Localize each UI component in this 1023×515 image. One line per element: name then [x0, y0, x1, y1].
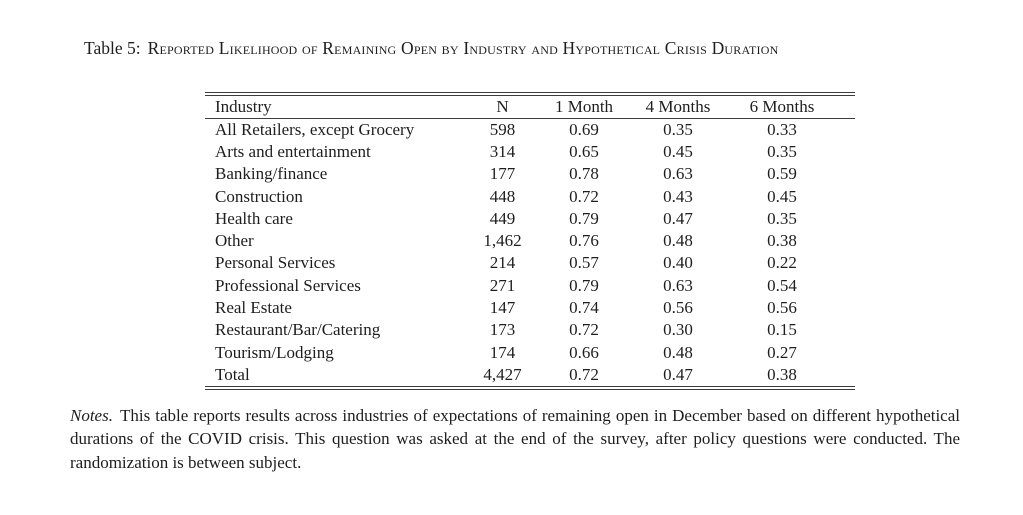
cell-industry: Banking/finance — [215, 164, 328, 184]
table-row: All Retailers, except Grocery 598 0.69 0… — [205, 119, 855, 141]
cell-1month: 0.69 — [569, 119, 599, 139]
cell-n: 1,462 — [483, 231, 522, 251]
table-row: Real Estate 147 0.74 0.56 0.56 — [205, 297, 855, 319]
cell-industry: Personal Services — [215, 253, 336, 273]
cell-4months: 0.47 — [663, 364, 693, 384]
cell-1month: 0.78 — [569, 164, 599, 184]
cell-1month: 0.65 — [569, 141, 599, 161]
table-row: Health care 449 0.79 0.47 0.35 — [205, 208, 855, 230]
cell-4months: 0.56 — [663, 298, 693, 318]
cell-industry: Arts and entertainment — [215, 141, 371, 161]
column-header-6months: 6 Months — [733, 95, 855, 119]
cell-n: 449 — [489, 208, 516, 228]
cell-n: 314 — [489, 141, 516, 161]
cell-n: 147 — [489, 298, 516, 318]
cell-4months: 0.30 — [663, 320, 693, 340]
cell-n: 4,427 — [483, 364, 522, 384]
column-header-4months: 4 Months — [623, 95, 733, 119]
cell-industry: Construction — [215, 186, 303, 206]
cell-6months: 0.27 — [767, 342, 797, 362]
cell-industry: Tourism/Lodging — [215, 342, 334, 362]
table-row: Construction 448 0.72 0.43 0.45 — [205, 185, 855, 207]
cell-4months: 0.63 — [663, 164, 693, 184]
cell-1month: 0.79 — [569, 275, 599, 295]
table-row: Tourism/Lodging 174 0.66 0.48 0.27 — [205, 341, 855, 363]
cell-n: 177 — [489, 164, 516, 184]
cell-4months: 0.63 — [663, 275, 693, 295]
cell-4months: 0.48 — [663, 231, 693, 251]
cell-6months: 0.22 — [767, 253, 797, 273]
cell-1month: 0.72 — [569, 186, 599, 206]
cell-n: 173 — [489, 320, 516, 340]
cell-n: 598 — [489, 119, 516, 139]
cell-1month: 0.74 — [569, 298, 599, 318]
column-header-n: N — [460, 95, 545, 119]
cell-n: 271 — [489, 275, 516, 295]
cell-4months: 0.35 — [663, 119, 693, 139]
results-table: Industry N 1 Month 4 Months 6 Months All… — [205, 95, 855, 387]
notes-label: Notes. — [70, 406, 113, 425]
cell-6months: 0.38 — [767, 231, 797, 251]
cell-4months: 0.40 — [663, 253, 693, 273]
cell-4months: 0.47 — [663, 208, 693, 228]
table-row: Personal Services 214 0.57 0.40 0.22 — [205, 252, 855, 274]
cell-n: 174 — [489, 342, 516, 362]
table-row: Other 1,462 0.76 0.48 0.38 — [205, 230, 855, 252]
table-row: Restaurant/Bar/Catering 173 0.72 0.30 0.… — [205, 319, 855, 341]
cell-6months: 0.56 — [767, 298, 797, 318]
cell-industry: All Retailers, except Grocery — [215, 119, 415, 139]
table-row: Arts and entertainment 314 0.65 0.45 0.3… — [205, 141, 855, 163]
table-5: Industry N 1 Month 4 Months 6 Months All… — [205, 92, 855, 390]
cell-6months: 0.54 — [767, 275, 797, 295]
cell-1month: 0.79 — [569, 208, 599, 228]
cell-6months: 0.15 — [767, 320, 797, 340]
cell-4months: 0.43 — [663, 186, 693, 206]
table-row-total: Total 4,427 0.72 0.47 0.38 — [205, 364, 855, 386]
column-header-industry: Industry — [205, 95, 460, 119]
cell-6months: 0.33 — [767, 119, 797, 139]
cell-industry: Real Estate — [215, 298, 292, 318]
cell-6months: 0.38 — [767, 364, 797, 384]
notes-text: This table reports results across indust… — [70, 406, 960, 472]
cell-1month: 0.72 — [569, 364, 599, 384]
cell-industry: Health care — [215, 208, 293, 228]
cell-6months: 0.35 — [767, 141, 797, 161]
cell-industry: Restaurant/Bar/Catering — [215, 320, 381, 340]
header-row: Industry N 1 Month 4 Months 6 Months — [205, 95, 855, 119]
cell-industry: Professional Services — [215, 275, 361, 295]
cell-4months: 0.48 — [663, 342, 693, 362]
cell-6months: 0.45 — [767, 186, 797, 206]
cell-1month: 0.66 — [569, 342, 599, 362]
table-caption: Table 5: Reported Likelihood of Remaining… — [84, 36, 964, 61]
table-row: Professional Services 271 0.79 0.63 0.54 — [205, 275, 855, 297]
cell-1month: 0.72 — [569, 320, 599, 340]
table-body: All Retailers, except Grocery 598 0.69 0… — [205, 119, 855, 387]
table-header: Industry N 1 Month 4 Months 6 Months — [205, 95, 855, 119]
cell-1month: 0.57 — [569, 253, 599, 273]
table-row: Banking/finance 177 0.78 0.63 0.59 — [205, 163, 855, 185]
cell-n: 214 — [489, 253, 516, 273]
cell-n: 448 — [489, 186, 516, 206]
cell-4months: 0.45 — [663, 141, 693, 161]
cell-industry: Other — [215, 231, 254, 251]
cell-1month: 0.76 — [569, 231, 599, 251]
cell-6months: 0.59 — [767, 164, 797, 184]
column-header-1month: 1 Month — [545, 95, 623, 119]
cell-industry: Total — [215, 364, 250, 384]
table-notes: Notes. This table reports results across … — [70, 404, 960, 474]
table-caption-number: Table 5: — [84, 38, 141, 58]
cell-6months: 0.35 — [767, 208, 797, 228]
table-caption-title: Reported Likelihood of Remaining Open by… — [147, 38, 779, 58]
